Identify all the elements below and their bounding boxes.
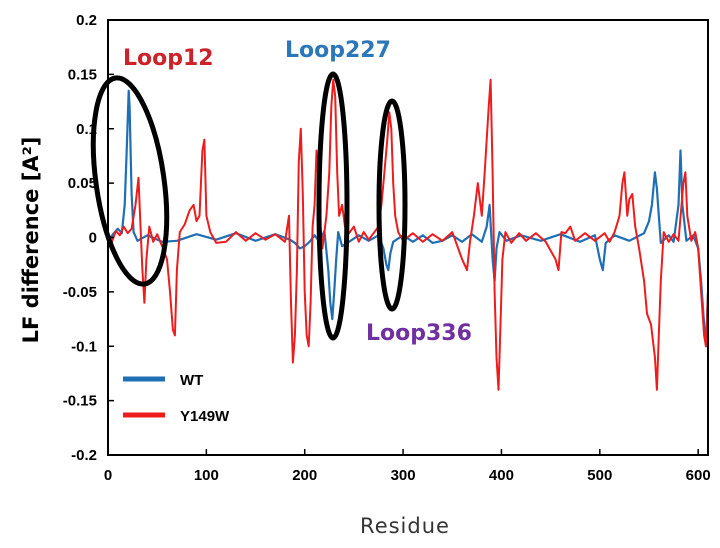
x-tick-label: 600 (686, 467, 711, 484)
series-layer (107, 78, 710, 391)
y-axis-title: LF difference [A²] (19, 137, 43, 344)
series-line-y149w (107, 78, 709, 391)
loop336-ellipse (376, 98, 408, 312)
annotation-loop227: Loop227 (285, 38, 391, 63)
annotation-loop12: Loop12 (123, 46, 214, 71)
loop227-ellipse (316, 71, 350, 341)
y-tick-label: 0.2 (76, 12, 97, 29)
y-tick-label: -0.15 (63, 393, 97, 410)
x-tick-label: 0 (104, 467, 112, 484)
x-tick-label: 200 (292, 467, 317, 484)
legend-label-y149w: Y149W (180, 408, 230, 425)
ticks-layer: 0 100 200 300 400 500 6000.20.150.10.050-0.05-… (63, 12, 711, 484)
annotation-loop336: Loop336 (366, 321, 472, 346)
y-tick-label: 0.15 (68, 66, 97, 83)
x-tick-label: 500 (587, 467, 612, 484)
x-tick-label: 400 (489, 467, 514, 484)
y-tick-label: 0 (89, 230, 97, 247)
legend: WT Y149W (123, 372, 230, 425)
series-line-wt (107, 89, 710, 348)
x-tick-label: 300 (391, 467, 416, 484)
x-tick-label: 100 (194, 467, 219, 484)
y-tick-label: -0.1 (71, 338, 97, 355)
y-tick-label: -0.05 (63, 284, 97, 301)
y-tick-label: 0.05 (68, 175, 97, 192)
loop12-ellipse (90, 75, 170, 287)
x-axis-title: Residue (360, 514, 450, 538)
ellipse-layer (90, 71, 408, 341)
y-tick-label: -0.2 (71, 447, 97, 464)
legend-label-wt: WT (180, 372, 203, 389)
